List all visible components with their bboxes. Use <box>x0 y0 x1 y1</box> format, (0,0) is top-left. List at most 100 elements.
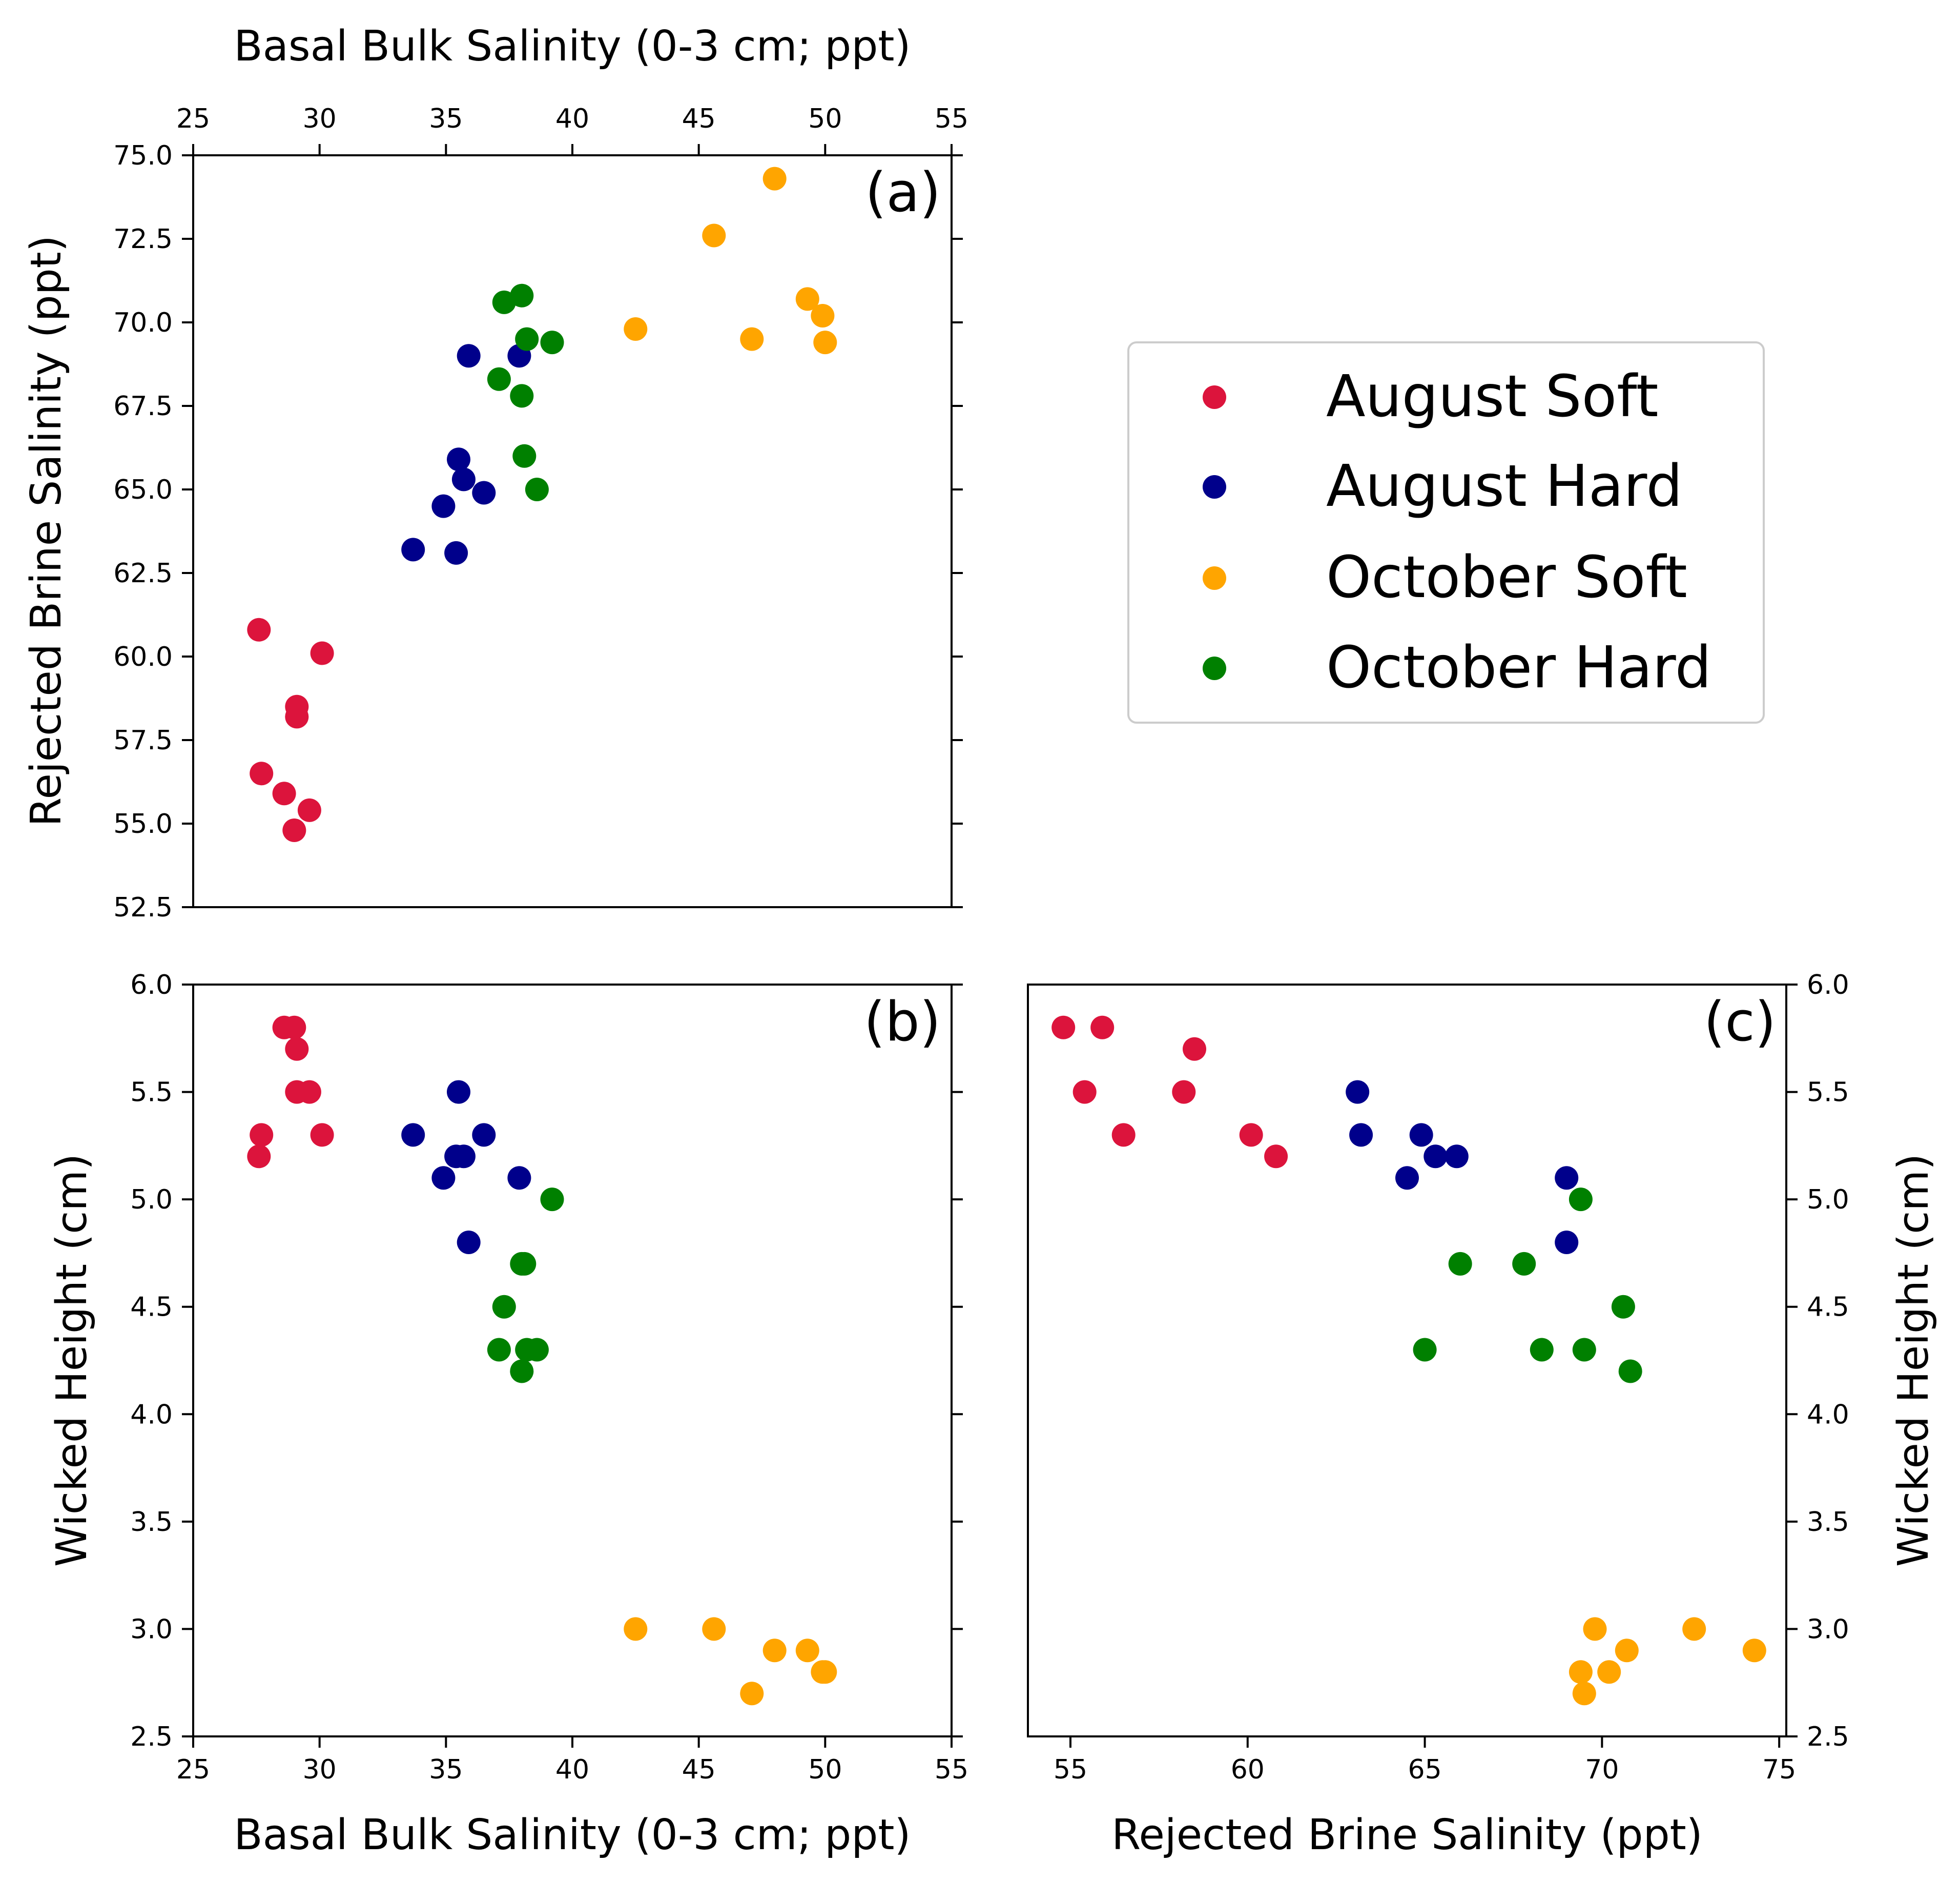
-c--point-august-hard <box>1395 1166 1419 1190</box>
y-tick-label: 75.0 <box>113 140 173 171</box>
-a--point-october-soft <box>762 167 787 191</box>
-c--point-october-soft <box>1583 1617 1607 1641</box>
-b--point-august-soft <box>285 1037 309 1061</box>
-c--point-october-hard <box>1530 1338 1554 1362</box>
-a--point-august-soft <box>282 818 306 842</box>
-b--point-october-hard <box>512 1252 537 1276</box>
panel-a-points <box>247 167 837 842</box>
-a--point-august-hard <box>444 541 468 565</box>
-a--point-august-hard <box>457 344 481 368</box>
-c--point-october-hard <box>1618 1359 1642 1383</box>
-a--point-august-hard <box>447 447 470 472</box>
y-tick-label: 4.0 <box>1807 1399 1849 1430</box>
-b--point-august-hard <box>451 1144 476 1169</box>
y-tick-label: 6.0 <box>1807 970 1849 1000</box>
-c--point-october-soft <box>1742 1639 1766 1663</box>
-b--point-august-soft <box>297 1080 321 1104</box>
y-tick-label: 5.0 <box>130 1184 173 1215</box>
panel-c-tag: (c) <box>1704 990 1776 1053</box>
y-tick-label: 4.5 <box>130 1292 173 1323</box>
panel-b: Basal Bulk Salinity (0-3 cm; ppt) Wicked… <box>48 970 968 1859</box>
x-tick-label: 25 <box>176 104 210 134</box>
x-tick-label: 55 <box>1054 1754 1087 1785</box>
panel-a-tag: (a) <box>865 161 941 224</box>
-c--point-october-hard <box>1448 1252 1472 1276</box>
-c--point-august-hard <box>1445 1144 1469 1169</box>
-a--point-october-hard <box>525 478 549 501</box>
-a--point-october-soft <box>740 327 764 351</box>
-b--point-august-soft <box>282 1015 306 1039</box>
-a--point-october-soft <box>795 287 819 311</box>
x-tick-label: 55 <box>935 1754 968 1785</box>
x-tick-label: 40 <box>555 1754 589 1785</box>
x-tick-label: 40 <box>555 104 589 134</box>
y-tick-label: 5.5 <box>130 1077 173 1108</box>
-c--point-august-hard <box>1346 1080 1370 1104</box>
y-tick-label: 65.0 <box>113 475 173 505</box>
y-tick-label: 3.0 <box>130 1614 173 1645</box>
-c--point-october-hard <box>1569 1188 1593 1212</box>
panel-b-ticks: 25 30 35 40 45 50 55 2.5 3.0 3.5 4.0 4.5 5.0 5.5 6.0 <box>130 970 968 1785</box>
legend-marker-october-soft <box>1203 566 1226 590</box>
x-tick-label: 50 <box>808 1754 842 1785</box>
-c--point-august-soft <box>1090 1015 1115 1039</box>
legend-marker-october-hard <box>1203 657 1226 680</box>
y-tick-label: 6.0 <box>130 970 173 1000</box>
panel-b-x-axis-title: Basal Bulk Salinity (0-3 cm; ppt) <box>234 1811 911 1859</box>
-a--point-october-hard <box>512 444 537 468</box>
y-tick-label: 3.0 <box>1807 1614 1849 1645</box>
y-tick-label: 5.5 <box>1807 1077 1849 1108</box>
-a--point-august-hard <box>431 494 456 518</box>
-b--point-october-soft <box>740 1682 764 1706</box>
x-tick-label: 45 <box>682 1754 716 1785</box>
x-tick-label: 35 <box>429 104 463 134</box>
panel-c-points <box>1051 1015 1766 1706</box>
-c--point-august-soft <box>1172 1080 1196 1104</box>
x-tick-label: 25 <box>176 1754 210 1785</box>
-a--point-october-hard <box>515 327 539 351</box>
-b--point-august-hard <box>507 1166 531 1190</box>
panel-c-frame <box>1027 984 1787 1737</box>
y-tick-label: 3.5 <box>130 1507 173 1538</box>
-a--point-august-hard <box>401 538 425 562</box>
-a--point-october-hard <box>487 367 511 391</box>
x-tick-label: 45 <box>682 104 716 134</box>
-b--point-october-soft <box>795 1639 819 1663</box>
-a--point-october-soft <box>811 304 835 328</box>
-b--point-august-soft <box>247 1144 271 1169</box>
-a--point-august-soft <box>272 782 296 806</box>
-b--point-october-soft <box>762 1639 787 1663</box>
-a--point-august-soft <box>297 798 321 822</box>
-a--point-august-soft <box>285 705 309 729</box>
-c--point-october-hard <box>1512 1252 1536 1276</box>
x-tick-label: 30 <box>303 1754 337 1785</box>
y-tick-label: 52.5 <box>113 892 173 923</box>
-b--point-october-hard <box>510 1359 534 1383</box>
x-tick-label: 60 <box>1231 1754 1265 1785</box>
x-tick-label: 30 <box>303 104 337 134</box>
-c--point-august-hard <box>1423 1144 1448 1169</box>
-b--point-august-hard <box>431 1166 456 1190</box>
y-tick-label: 4.0 <box>130 1399 173 1430</box>
-c--point-october-soft <box>1615 1639 1639 1663</box>
legend-label-october-soft: October Soft <box>1326 544 1687 611</box>
legend-label-august-hard: August Hard <box>1326 453 1683 520</box>
-a--point-october-hard <box>492 290 516 314</box>
y-tick-label: 55.0 <box>113 809 173 840</box>
-b--point-august-hard <box>457 1231 481 1254</box>
-a--point-august-soft <box>250 762 274 786</box>
-c--point-october-soft <box>1597 1660 1621 1684</box>
-a--point-august-hard <box>472 481 496 505</box>
-c--point-october-hard <box>1572 1338 1596 1362</box>
-c--point-august-soft <box>1183 1037 1206 1061</box>
panel-b-points <box>247 1015 837 1706</box>
-a--point-august-soft <box>247 618 271 642</box>
panel-b-y-axis-title: Wicked Height (cm) <box>48 1154 96 1567</box>
y-tick-label: 67.5 <box>113 391 173 422</box>
-a--point-october-hard <box>510 283 534 308</box>
panel-a-y-axis-title: Rejected Brine Salinity (ppt) <box>22 235 71 827</box>
y-tick-label: 72.5 <box>113 224 173 255</box>
-c--point-august-hard <box>1409 1123 1433 1147</box>
y-tick-label: 2.5 <box>130 1722 173 1752</box>
